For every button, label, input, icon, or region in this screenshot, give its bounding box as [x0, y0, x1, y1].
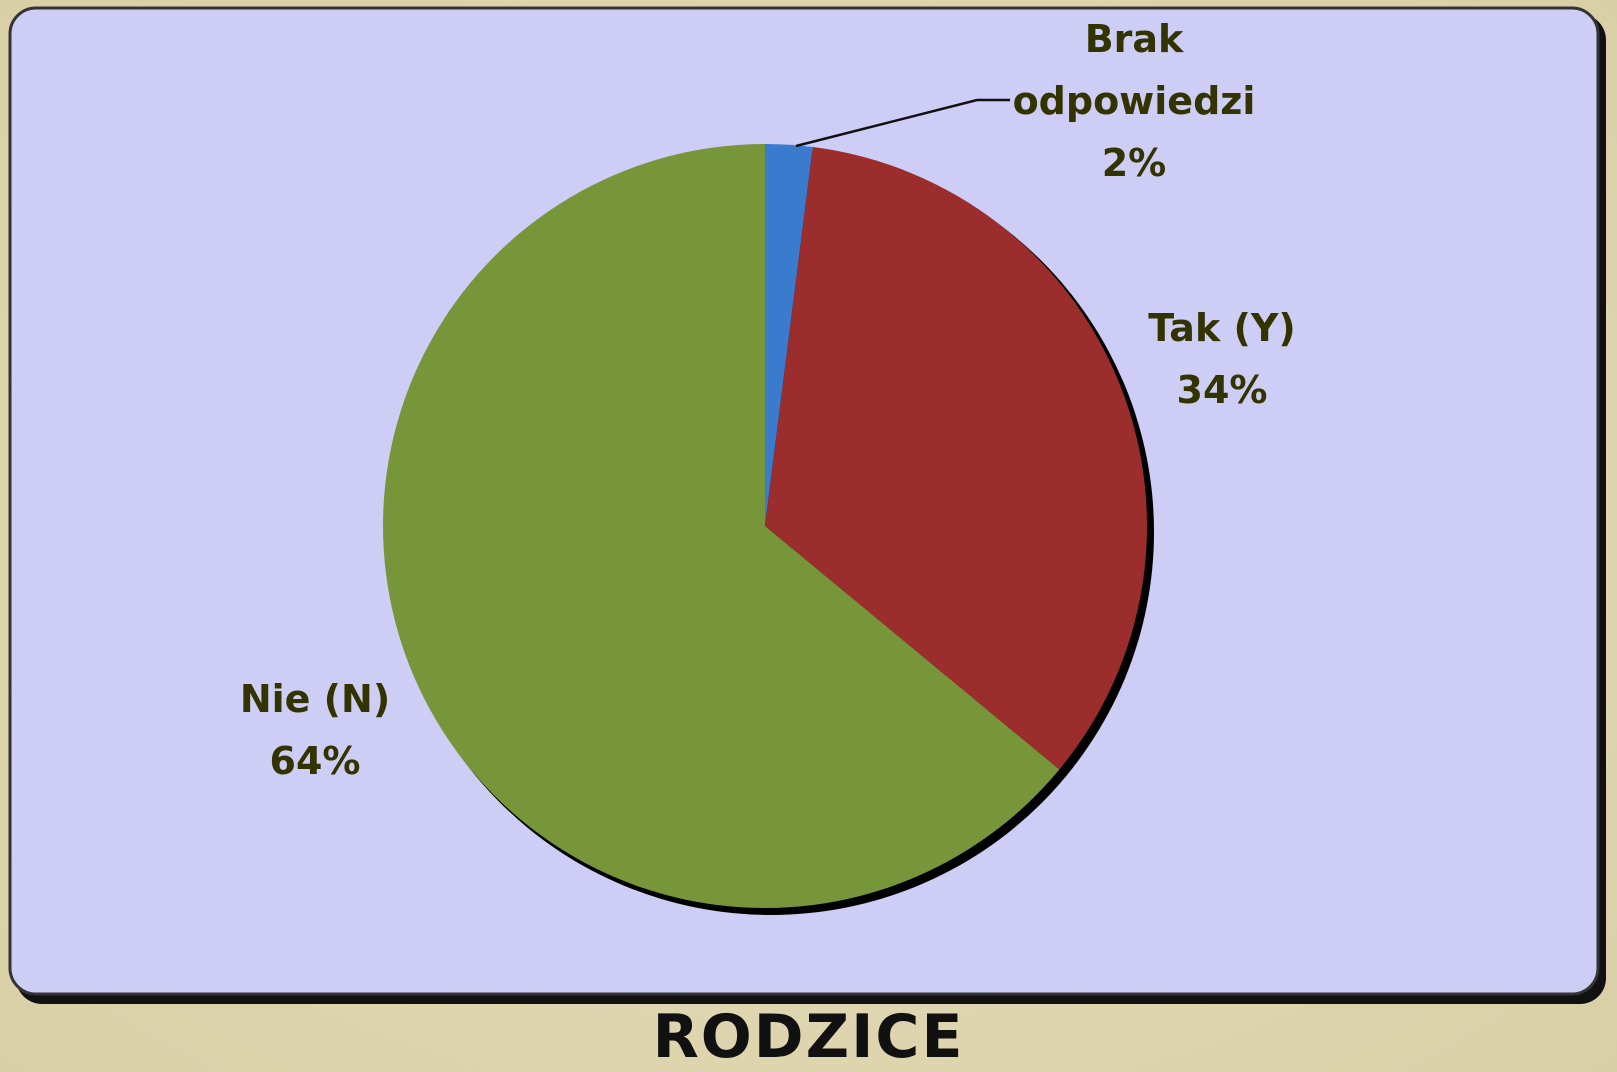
category-label: Brak odpowiedzi [1012, 17, 1256, 123]
value-label: 34% [1176, 368, 1268, 412]
leader-line [795, 98, 1010, 148]
pie-slice [765, 144, 813, 526]
category-label: Nie (N) [239, 677, 391, 721]
data-label: Brak odpowiedzi 2% [1004, 8, 1264, 194]
pie-slice [383, 144, 1060, 908]
pie [383, 144, 1147, 908]
value-label: 64% [269, 739, 361, 783]
data-label: Nie (N) 64% [190, 668, 440, 792]
category-label: Tak (Y) [1148, 306, 1296, 350]
pie-slice [765, 147, 1147, 770]
data-label: Tak (Y) 34% [1097, 297, 1347, 421]
value-label: 2% [1101, 141, 1167, 185]
chart-title: RODZICE [652, 1002, 965, 1072]
